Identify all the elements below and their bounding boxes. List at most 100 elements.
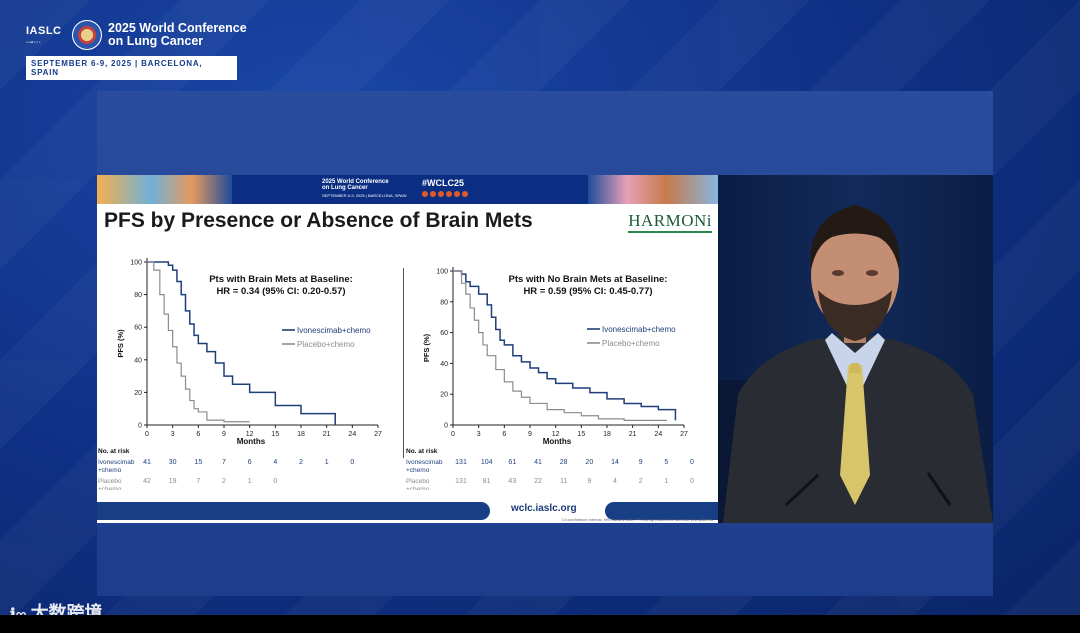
social-icon xyxy=(422,191,428,197)
x-tick-label: 24 xyxy=(348,431,356,438)
social-icon xyxy=(454,191,460,197)
y-tick-label: 20 xyxy=(440,392,448,399)
x-tick-label: 18 xyxy=(297,431,305,438)
chart-title: Pts with Brain Mets at Baseline: xyxy=(209,274,353,285)
risk-value: 81 xyxy=(483,478,491,485)
risk-value: 0 xyxy=(690,478,694,485)
study-logo: HARMONi xyxy=(628,211,712,233)
x-tick-label: 15 xyxy=(577,431,585,438)
footer-bar xyxy=(97,502,490,520)
x-tick-label: 3 xyxy=(171,431,175,438)
risk-value: 11 xyxy=(560,478,567,485)
slide-title: PFS by Presence or Absence of Brain Mets xyxy=(104,209,533,232)
risk-value: 61 xyxy=(508,459,516,466)
x-tick-label: 6 xyxy=(196,431,200,438)
risk-value: 4 xyxy=(613,478,617,485)
y-tick-label: 0 xyxy=(444,423,448,430)
barcelona-image-right xyxy=(588,175,718,204)
conference-title-line1: 2025 World Conference xyxy=(108,21,247,35)
km-curve-placebo xyxy=(147,261,250,423)
risk-row-name: Placebo xyxy=(406,478,430,485)
social-icons xyxy=(422,191,468,197)
presentation-slide: 2025 World Conference on Lung Cancer SEP… xyxy=(97,175,718,523)
risk-row-name: Ivonescimab xyxy=(406,459,443,466)
social-icon xyxy=(430,191,436,197)
risk-value: 15 xyxy=(194,459,202,466)
risk-row-name: +chemo xyxy=(406,467,430,474)
risk-value: 7 xyxy=(222,459,226,466)
y-tick-label: 100 xyxy=(130,260,142,267)
conference-header: IASLC ◦⊸◦◦◦ 2025 World Conference on Lun… xyxy=(26,20,248,80)
y-tick-label: 80 xyxy=(440,299,448,306)
risk-row-name: Placebo xyxy=(98,478,122,485)
risk-value: 1 xyxy=(664,478,668,485)
risk-value: 4 xyxy=(273,459,277,466)
y-tick-label: 40 xyxy=(440,361,448,368)
x-tick-label: 12 xyxy=(246,431,254,438)
iaslc-logo: IASLC ◦⊸◦◦◦ xyxy=(26,24,62,46)
risk-value: 41 xyxy=(534,459,542,466)
risk-value: 41 xyxy=(143,459,151,466)
x-tick-label: 0 xyxy=(451,431,455,438)
km-chart-brain-mets: Pts with Brain Mets at Baseline:HR = 0.3… xyxy=(98,258,382,490)
footer-bar xyxy=(605,502,718,520)
x-tick-label: 0 xyxy=(145,431,149,438)
x-axis-label: Months xyxy=(237,437,266,446)
social-icon xyxy=(462,191,468,197)
x-tick-label: 15 xyxy=(271,431,279,438)
slide-banner: 2025 World Conference on Lung Cancer SEP… xyxy=(97,175,718,204)
risk-value: 2 xyxy=(299,459,303,466)
risk-value: 131 xyxy=(455,478,467,485)
hashtag: #WCLC25 xyxy=(422,178,465,188)
risk-row-name: +chemo xyxy=(406,486,430,490)
conference-seal-icon xyxy=(72,20,102,50)
speaker-figure xyxy=(718,205,993,523)
risk-value: 9 xyxy=(639,459,643,466)
risk-value: 0 xyxy=(690,459,694,466)
chart-subtitle: HR = 0.34 (95% CI: 0.20-0.57) xyxy=(216,286,345,297)
x-tick-label: 3 xyxy=(477,431,481,438)
x-tick-label: 24 xyxy=(654,431,662,438)
x-tick-label: 27 xyxy=(374,431,382,438)
risk-table-label: No. at risk xyxy=(98,448,130,455)
y-tick-label: 20 xyxy=(134,390,142,397)
risk-value: 9 xyxy=(587,478,591,485)
legend-label: Ivonescimab+chemo xyxy=(602,325,676,334)
risk-value: 19 xyxy=(169,478,177,485)
x-axis-label: Months xyxy=(543,437,572,446)
risk-value: 14 xyxy=(611,459,619,466)
social-icon xyxy=(446,191,452,197)
risk-value: 5 xyxy=(664,459,668,466)
y-tick-label: 60 xyxy=(134,325,142,332)
risk-value: 1 xyxy=(248,478,252,485)
km-curve-placebo xyxy=(453,270,667,421)
x-tick-label: 12 xyxy=(552,431,560,438)
x-tick-label: 6 xyxy=(502,431,506,438)
risk-value: 0 xyxy=(350,459,354,466)
bottom-bar xyxy=(0,615,1080,633)
risk-value: 22 xyxy=(534,478,542,485)
y-tick-label: 100 xyxy=(436,269,448,276)
conference-title-line2: on Lung Cancer xyxy=(108,34,204,48)
risk-value: 104 xyxy=(481,459,493,466)
risk-value: 43 xyxy=(508,478,516,485)
y-axis-label: PFS (%) xyxy=(116,329,125,358)
risk-value: 2 xyxy=(639,478,643,485)
x-tick-label: 9 xyxy=(222,431,226,438)
risk-value: 7 xyxy=(196,478,200,485)
y-tick-label: 80 xyxy=(134,292,142,299)
banner-conference: 2025 World Conference on Lung Cancer SEP… xyxy=(322,179,407,198)
risk-value: 20 xyxy=(585,459,593,466)
chart-subtitle: HR = 0.59 (95% CI: 0.45-0.77) xyxy=(523,286,652,297)
risk-value: 1 xyxy=(325,459,329,466)
risk-value: 42 xyxy=(143,478,151,485)
risk-value: 0 xyxy=(273,478,277,485)
x-tick-label: 21 xyxy=(629,431,637,438)
y-tick-label: 0 xyxy=(138,423,142,430)
x-tick-label: 27 xyxy=(680,431,688,438)
risk-value: 28 xyxy=(560,459,568,466)
speaker-video xyxy=(718,175,993,523)
legend-label: Ivonescimab+chemo xyxy=(297,326,371,335)
risk-row-name: +chemo xyxy=(98,467,122,474)
y-tick-label: 60 xyxy=(440,330,448,337)
